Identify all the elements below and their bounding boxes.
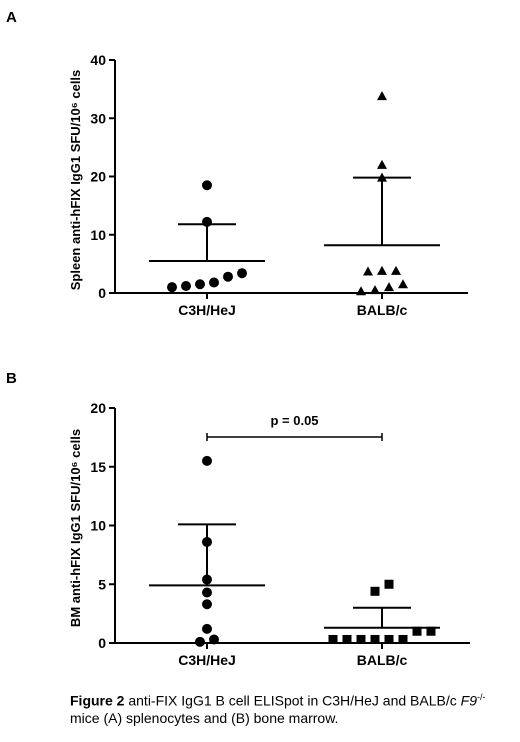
y-tick-label: 0 — [98, 285, 106, 301]
data-point — [377, 91, 387, 101]
data-point — [384, 634, 394, 644]
data-point — [377, 265, 387, 275]
x-tick-label: C3H/HeJ — [178, 652, 236, 668]
data-point — [202, 180, 212, 191]
panel-b-ylabel: BM anti-hFIX IgG1 SFU/10⁶ cells — [68, 429, 83, 627]
panel-a: A Spleen anti-hFIX IgG1 SFU/10⁶ cells 0 1… — [6, 9, 468, 318]
data-point — [223, 271, 233, 282]
panel-a-x-axis: C3H/HeJ BALB/c — [115, 292, 468, 318]
data-point — [398, 634, 408, 644]
p-value-label: p = 0.05 — [270, 413, 318, 428]
y-tick-label: 20 — [90, 400, 106, 416]
y-tick-label: 15 — [90, 459, 106, 475]
data-point — [209, 634, 219, 645]
data-point — [202, 536, 212, 547]
data-point — [202, 587, 212, 598]
data-point — [363, 266, 373, 276]
data-point — [384, 282, 394, 292]
x-tick-label: BALB/c — [357, 652, 408, 668]
data-point — [377, 159, 387, 169]
data-point — [202, 623, 212, 634]
y-tick-label: 20 — [90, 169, 106, 185]
panel-a-letter: A — [6, 9, 17, 26]
data-point — [167, 282, 177, 293]
panel-b-y-axis: 0 5 10 15 20 — [90, 400, 116, 651]
data-point — [181, 281, 191, 292]
data-point — [377, 172, 387, 182]
data-point — [195, 279, 205, 290]
x-tick-label: C3H/HeJ — [178, 302, 236, 318]
caption-gene: F9 — [460, 692, 477, 709]
panel-a-ylabel: Spleen anti-hFIX IgG1 SFU/10⁶ cells — [68, 70, 83, 291]
caption-superscript: -/- — [476, 692, 486, 702]
y-tick-label: 0 — [98, 635, 106, 651]
data-point — [356, 634, 366, 644]
figure: A Spleen anti-hFIX IgG1 SFU/10⁶ cells 0 1… — [6, 9, 470, 668]
data-point — [328, 634, 338, 644]
data-point — [342, 634, 352, 644]
data-point — [370, 285, 380, 295]
y-tick-label: 40 — [90, 52, 106, 68]
panel-b-annotation: p = 0.05 — [206, 413, 383, 441]
data-point — [202, 455, 212, 466]
panel-a-marks — [149, 91, 440, 296]
data-point — [370, 634, 380, 644]
panel-b: B BM anti-hFIX IgG1 SFU/10⁶ cells 0 5 10 15… — [6, 370, 470, 668]
data-point — [202, 574, 212, 585]
panel-b-x-axis: C3H/HeJ BALB/c — [115, 642, 470, 668]
caption-rest: mice (A) splenocytes and (B) bone marrow… — [70, 709, 339, 726]
y-tick-label: 5 — [98, 576, 106, 592]
data-point — [209, 277, 219, 288]
caption-figure-label: Figure 2 — [70, 692, 125, 709]
data-point — [195, 636, 205, 647]
data-point — [412, 626, 422, 636]
caption-text: anti-FIX IgG1 B cell ELISpot in C3H/HeJ … — [124, 692, 461, 709]
data-point — [237, 268, 247, 279]
y-tick-label: 10 — [90, 518, 106, 534]
x-tick-label: BALB/c — [357, 302, 408, 318]
y-tick-label: 30 — [90, 110, 106, 126]
panel-a-y-axis: 0 10 20 30 40 — [90, 52, 116, 301]
data-point — [398, 279, 408, 289]
data-point — [391, 265, 401, 275]
figure-caption: Figure 2 anti-FIX IgG1 B cell ELISpot in… — [70, 689, 510, 727]
panel-b-letter: B — [6, 370, 17, 387]
data-point — [426, 626, 436, 636]
y-tick-label: 10 — [90, 227, 106, 243]
data-point — [202, 216, 212, 227]
data-point — [384, 579, 394, 589]
data-point — [202, 599, 212, 610]
panel-b-marks — [149, 455, 440, 647]
data-point — [370, 586, 380, 596]
